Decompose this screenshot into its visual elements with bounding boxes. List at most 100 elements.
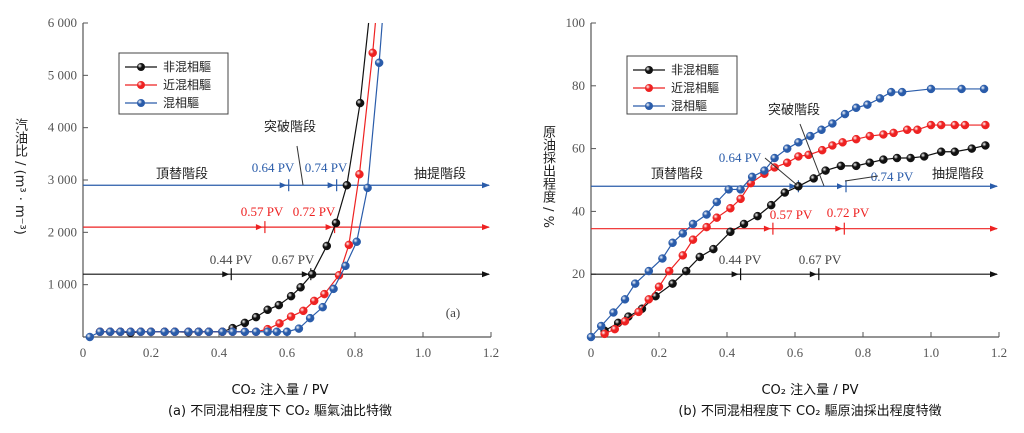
x-tick-label: 0.2	[143, 345, 159, 360]
y-tick-label: 60	[572, 141, 585, 156]
pointer-line	[296, 145, 304, 186]
data-point-blue	[294, 324, 304, 333]
data-point-black	[274, 300, 284, 310]
pv-label: 0.72 PV	[293, 204, 336, 219]
data-point-red	[782, 158, 792, 167]
data-point-red	[654, 282, 664, 292]
data-point-blue	[782, 144, 792, 153]
data-point-black	[836, 161, 846, 171]
data-point-blue	[979, 84, 989, 94]
data-point-blue	[160, 327, 169, 337]
data-point-blue	[170, 327, 180, 337]
data-point-black	[695, 252, 705, 262]
y-tick-label: 80	[572, 78, 585, 93]
data-point-black	[981, 141, 990, 150]
data-point-blue	[85, 332, 95, 342]
y-tick-label: 100	[566, 15, 586, 30]
stage-arrow	[325, 224, 333, 231]
legend-box	[626, 55, 738, 115]
data-point-black	[739, 219, 749, 229]
x-tick-label: 1.2	[483, 345, 499, 360]
data-point-blue	[363, 183, 372, 193]
data-point-blue	[747, 172, 757, 182]
x-tick-label: 0	[588, 345, 595, 360]
stage-label: 頂替階段	[156, 167, 208, 182]
data-point-red	[644, 295, 654, 304]
data-point-blue	[194, 327, 203, 337]
chart-a: 0 0.2 0.4 0.6 0.8 1.0 1.2 1 000 2 000 3 000 4 000 5…	[48, 15, 499, 419]
data-point-red	[678, 251, 688, 260]
data-point-red	[902, 125, 912, 135]
pointer-line	[844, 175, 879, 182]
data-point-black	[879, 155, 888, 164]
x-axis-label: CO₂ 注入量 / PV	[231, 383, 328, 398]
data-point-black	[263, 305, 272, 315]
data-point-blue	[886, 87, 896, 97]
pv-label: 0.74 PV	[871, 169, 914, 184]
data-point-black	[286, 291, 296, 301]
data-point-blue	[116, 327, 125, 337]
data-point-blue	[204, 327, 214, 337]
data-point-black	[967, 144, 977, 153]
stage-arrow	[763, 225, 771, 232]
y-tick-label: 1 000	[48, 277, 77, 292]
data-point-red	[286, 312, 296, 321]
data-point-blue	[957, 84, 966, 94]
data-point-black	[709, 244, 718, 254]
data-point-blue	[126, 327, 135, 337]
data-point-black	[753, 211, 762, 221]
x-tick-label: 1.0	[415, 345, 431, 360]
data-point-blue	[329, 284, 338, 294]
data-point-blue	[760, 166, 769, 175]
data-point-blue	[263, 327, 272, 337]
stage-arrow	[255, 224, 263, 231]
pv-label: 0.67 PV	[799, 252, 842, 267]
data-point-red	[368, 48, 377, 58]
data-point-black	[892, 153, 902, 163]
pv-label: 0.74 PV	[305, 160, 348, 175]
caption: (b) 不同混相程度下 CO₂ 驅原油採出程度特徵	[678, 403, 941, 419]
legend-marker	[137, 81, 145, 89]
data-point-red	[344, 240, 354, 250]
data-point-blue	[875, 94, 885, 103]
stage-arrow	[809, 271, 817, 278]
x-axis-label: CO₂ 注入量 / PV	[761, 383, 858, 398]
data-point-blue	[218, 327, 227, 337]
data-point-black	[821, 166, 830, 175]
y-tick-label: 5 000	[48, 67, 77, 82]
stage-label: 突破階段	[264, 119, 316, 135]
data-point-blue	[863, 100, 872, 109]
data-point-red	[355, 169, 364, 179]
data-point-blue	[341, 261, 350, 271]
data-point-red	[981, 120, 990, 130]
data-point-blue	[240, 327, 250, 337]
x-tick-label: 0.4	[719, 345, 736, 360]
data-point-black	[240, 318, 250, 328]
data-point-red	[817, 145, 827, 155]
stage-arrow	[835, 225, 843, 232]
data-point-red	[634, 307, 643, 317]
data-point-black	[780, 188, 790, 197]
data-point-blue	[712, 197, 722, 207]
data-point-blue	[184, 327, 193, 337]
data-point-black	[865, 158, 875, 167]
data-point-red	[838, 138, 847, 147]
chart-b: 0 0.2 0.4 0.6 0.8 1.0 1.2 20 40 60 80 100 0.64 PV 0.7…	[566, 15, 1008, 419]
y-tick-label: 40	[572, 203, 585, 218]
stage-label: 突破階段	[768, 102, 820, 118]
data-point-red	[736, 194, 745, 204]
legend-marker	[137, 63, 145, 71]
data-point-blue	[630, 279, 640, 288]
pv-label: 0.44 PV	[719, 252, 762, 267]
data-point-blue	[136, 327, 146, 337]
ylabel-b: 原油採出程度 / %	[540, 125, 555, 228]
data-point-red	[610, 324, 620, 334]
stage-arrow	[731, 271, 739, 278]
data-point-blue	[272, 327, 282, 337]
data-point-red	[804, 150, 813, 160]
data-point-red	[320, 289, 329, 299]
pv-label: 0.57 PV	[770, 207, 813, 222]
data-point-red	[936, 120, 946, 130]
data-point-blue	[668, 238, 677, 248]
x-tick-label: 0.6	[279, 345, 296, 360]
